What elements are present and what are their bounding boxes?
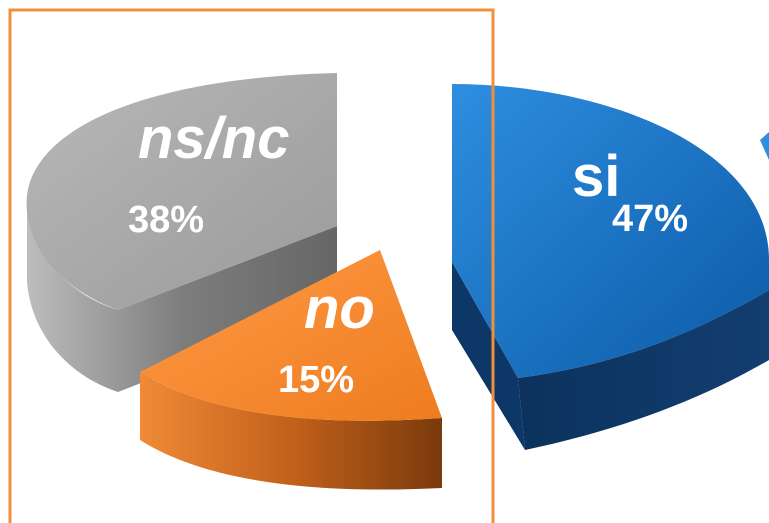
label-si-name: si [572,144,620,209]
slice-no-side [140,372,442,490]
label-si-value: 47% [612,198,688,240]
highlight-box [8,8,495,523]
label-ns-nc-name: ns/nc [138,106,290,171]
slice-si-side [452,262,769,450]
pie-slice-ns-nc [26,73,337,392]
label-ns-nc-value: 38% [128,199,204,241]
slice-si-side-left [452,262,525,450]
slice-si-edge-fragment [760,132,769,160]
label-no-name: no [304,276,375,341]
label-no-value: 15% [278,359,354,401]
slice-si-top [452,84,769,378]
slice-no-top [140,250,442,421]
pie-slice-no [140,250,442,490]
slice-ns-nc-side [27,200,337,392]
slice-ns-nc-top [26,73,337,310]
pie-slice-si [452,84,769,450]
